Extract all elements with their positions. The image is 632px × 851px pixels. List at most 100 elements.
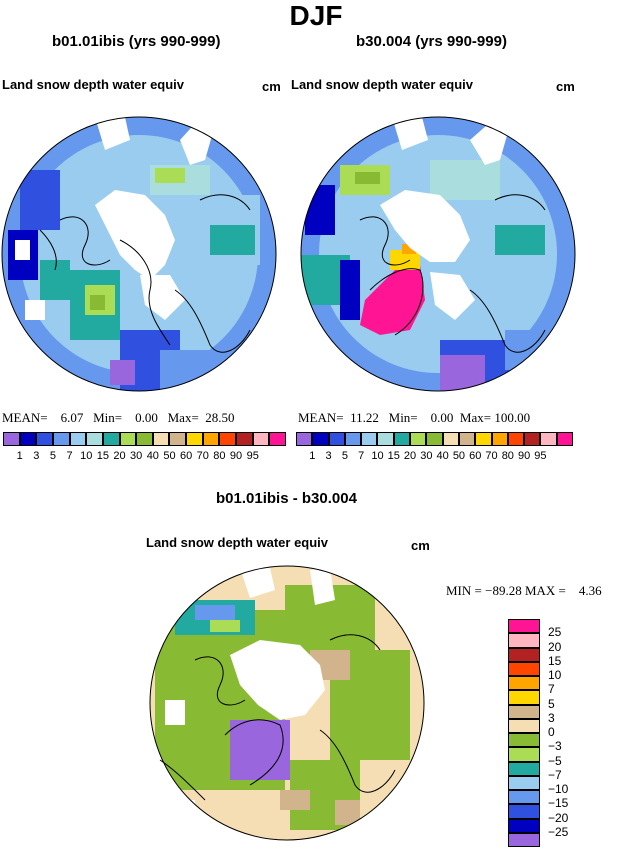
colorbar-swatch: [426, 432, 443, 446]
colorbar-swatch: [410, 432, 427, 446]
diff-min-label: MIN =: [446, 583, 482, 598]
colorbar-swatch: [458, 432, 476, 446]
colorbar-swatch: [524, 432, 541, 446]
colorbar-swatch: [219, 432, 237, 446]
colorbar-tick-label: 15: [387, 450, 400, 462]
colorbar-swatch: [475, 432, 492, 446]
panel1-max-label: Max=: [167, 410, 199, 425]
colorbar-panel2: 1 3 5 7 10 15 20 30 40 50 60 70 80 90 95: [296, 432, 573, 468]
panel1-max: 28.50: [205, 410, 235, 425]
colorbar-swatch: [442, 432, 459, 446]
panel2-min-label: Min=: [388, 410, 418, 425]
diff-max: 4.36: [578, 583, 602, 598]
panel2-mean-label: MEAN=: [298, 410, 344, 425]
colorbar-tick-label: 20: [113, 450, 126, 462]
colorbar-tick-label: −25: [548, 824, 569, 839]
panel2-units: cm: [556, 79, 575, 94]
colorbar-tick-label: 95: [534, 450, 547, 462]
colorbar-tick-label: 20: [403, 450, 417, 462]
colorbar-swatch: [236, 432, 253, 446]
colorbar-tick-label: 80: [213, 450, 226, 462]
panel2-mean: 11.22: [350, 410, 379, 425]
colorbar-swatch: [508, 790, 540, 805]
panel1-mean-label: MEAN=: [2, 410, 48, 425]
panel2-max: 100.00: [494, 410, 531, 425]
colorbar-tick-label: −10: [548, 782, 569, 796]
colorbar-tick-label: 80: [501, 450, 514, 462]
colorbar-tick-label: 1: [16, 450, 23, 462]
colorbar-swatch: [393, 432, 411, 446]
colorbar-panel1: 1 3 5 7 10 15 20 30 40 50 60 70 80 90 95: [3, 432, 286, 468]
panel1-units: cm: [262, 79, 281, 94]
colorbar-tick-label: 20: [548, 639, 562, 654]
colorbar-tick-label: 5: [341, 450, 348, 462]
colorbar-swatch: [52, 432, 70, 446]
colorbar-swatch: [361, 432, 378, 446]
panel1-title: b01.01ibis (yrs 990-999): [52, 33, 221, 50]
colorbar-tick-label: 95: [246, 450, 259, 462]
colorbar-tick-label: 30: [130, 450, 143, 462]
colorbar-swatch: [508, 818, 540, 833]
diff-minmax: MIN = −89.28 MAX = 4.36: [446, 583, 602, 599]
colorbar-tick-label: 10: [80, 450, 93, 462]
colorbar-tick-label: 40: [146, 450, 159, 462]
diff-max-label: MAX =: [524, 583, 566, 598]
colorbar-tick-label: 7: [548, 682, 555, 697]
colorbar-tick-label: 7: [66, 450, 73, 462]
panel1-variable: Land snow depth water equiv: [2, 77, 185, 92]
colorbar-tick-label: 7: [358, 450, 365, 462]
colorbar-tick-label: 3: [325, 450, 332, 462]
colorbar-swatch: [3, 432, 20, 446]
colorbar-tick-label: 50: [163, 450, 176, 462]
colorbar-swatch: [344, 432, 362, 446]
colorbar-swatch: [508, 775, 540, 790]
season-title: DJF: [289, 0, 343, 31]
colorbar-tick-label: 60: [179, 450, 193, 462]
colorbar-tick-label: 3: [548, 710, 555, 725]
colorbar-swatch: [252, 432, 270, 446]
colorbar-tick-label: −3: [548, 739, 562, 754]
colorbar-tick-label: 5: [49, 450, 56, 462]
diff-variable: Land snow depth water equiv: [146, 535, 329, 550]
panel2-title: b30.004 (yrs 990-999): [356, 33, 507, 50]
colorbar-swatch: [152, 432, 170, 446]
colorbar-swatch: [508, 676, 540, 691]
colorbar-swatch: [119, 432, 137, 446]
colorbar-swatch: [491, 432, 508, 446]
colorbar-swatch: [508, 704, 540, 719]
colorbar-tick-label: 15: [96, 450, 109, 462]
colorbar-tick-label: 1: [309, 450, 316, 462]
diff-units: cm: [411, 538, 430, 553]
colorbar-tick-label: 90: [229, 450, 243, 462]
colorbar-tick-label: 70: [485, 450, 498, 462]
panel2-min: 0.00: [430, 410, 454, 425]
colorbar-swatch: [508, 747, 540, 762]
panel1-min: 0.00: [135, 410, 158, 425]
colorbar-swatch: [508, 718, 540, 733]
colorbar-tick-label: 3: [33, 450, 40, 462]
colorbar-swatch: [377, 432, 394, 446]
colorbar-swatch: [508, 761, 540, 776]
colorbar-tick-label: 0: [548, 725, 555, 739]
colorbar-swatch: [507, 432, 525, 446]
colorbar-swatch: [508, 733, 540, 748]
colorbar-swatch: [508, 690, 540, 705]
colorbar-swatch: [102, 432, 120, 446]
colorbar-swatch: [86, 432, 103, 446]
colorbar-swatch: [296, 432, 313, 446]
colorbar-swatch: [540, 432, 557, 446]
colorbar-tick-label: 40: [436, 450, 449, 462]
colorbar-diff: 25 20 15 10 7 5 3 0 −3 −5 −7 −10 −15 −20 −25: [508, 619, 588, 847]
colorbar-tick-label: 70: [196, 450, 209, 462]
colorbar-swatch: [508, 647, 540, 662]
colorbar-tick-label: 50: [452, 450, 466, 462]
colorbar-tick-label: 25: [548, 625, 562, 640]
colorbar-tick-label: 10: [371, 450, 384, 462]
colorbar-tick-label: −20: [548, 810, 569, 825]
colorbar-swatch: [508, 804, 540, 819]
diff-title: b01.01ibis - b30.004: [216, 490, 357, 507]
colorbar-tick-label: −5: [548, 753, 562, 768]
colorbar-swatch: [508, 619, 540, 634]
diff-min: −89.28: [485, 583, 522, 598]
